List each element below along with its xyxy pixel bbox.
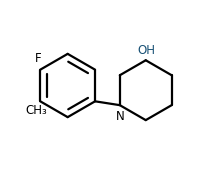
Text: N: N	[115, 110, 124, 123]
Text: OH: OH	[138, 43, 156, 56]
Text: CH₃: CH₃	[25, 104, 47, 117]
Text: F: F	[35, 52, 42, 65]
